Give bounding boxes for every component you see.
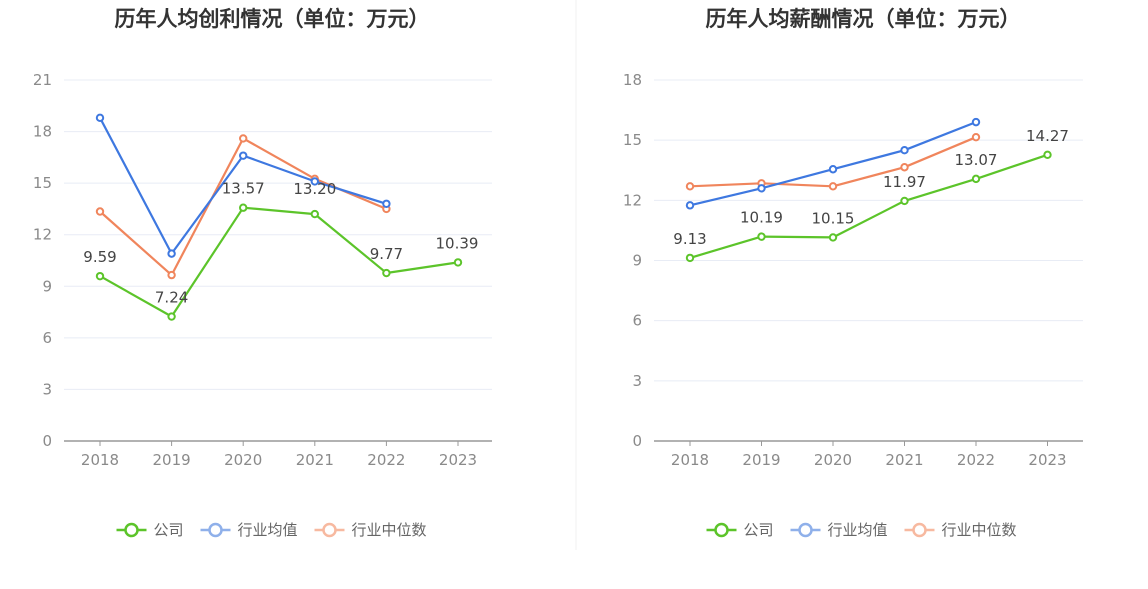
legend-marker bbox=[208, 522, 223, 538]
chart-title: 历年人均薪酬情况（单位：万元） bbox=[706, 7, 1021, 31]
data-point-company[interactable] bbox=[757, 232, 766, 241]
data-point-industry_median[interactable] bbox=[685, 182, 695, 191]
y-tick-label: 15 bbox=[33, 174, 52, 192]
data-point-company[interactable] bbox=[310, 209, 319, 219]
y-tick-label: 9 bbox=[42, 277, 52, 295]
data-point-company[interactable] bbox=[828, 233, 838, 242]
data-point-company[interactable] bbox=[453, 258, 463, 267]
legend-marker bbox=[714, 522, 729, 538]
legend-marker bbox=[798, 522, 813, 538]
x-tick-label: 2019 bbox=[153, 451, 191, 469]
x-tick-label: 2023 bbox=[1028, 451, 1066, 469]
data-label: 9.59 bbox=[83, 248, 116, 266]
y-tick-label: 6 bbox=[42, 329, 52, 347]
data-point-industry_avg[interactable] bbox=[900, 145, 909, 155]
series-line-industry_median bbox=[689, 136, 977, 188]
legend-item-company[interactable]: 公司 bbox=[116, 521, 184, 539]
data-label: 14.27 bbox=[1026, 127, 1069, 145]
data-point-industry_median[interactable] bbox=[239, 134, 248, 143]
legend-item-industry_avg[interactable]: 行业均值 bbox=[790, 521, 888, 539]
data-point-industry_median[interactable] bbox=[167, 270, 176, 280]
data-point-industry_avg[interactable] bbox=[310, 177, 319, 186]
x-tick-label: 2022 bbox=[957, 451, 995, 469]
y-tick-label: 9 bbox=[632, 252, 642, 270]
data-label: 10.15 bbox=[812, 209, 855, 227]
y-tick-label: 15 bbox=[623, 131, 642, 149]
x-tick-label: 2018 bbox=[671, 451, 709, 469]
chart-panel-2: 历年人均薪酬情况（单位：万元） 0 3 6 9 12 15 18 2018 2019 2020 202… bbox=[623, 7, 1083, 539]
legend-item-industry_median[interactable]: 行业中位数 bbox=[904, 521, 1017, 539]
data-label: 10.19 bbox=[740, 209, 783, 227]
data-point-industry_avg[interactable] bbox=[382, 199, 391, 208]
data-point-company[interactable] bbox=[900, 196, 909, 206]
y-tick-label: 12 bbox=[33, 226, 52, 244]
x-tick-label: 2020 bbox=[224, 451, 262, 469]
y-tick-label: 21 bbox=[33, 71, 52, 89]
data-point-industry_median[interactable] bbox=[828, 182, 838, 191]
data-point-company[interactable] bbox=[382, 268, 391, 278]
legend-marker bbox=[322, 522, 337, 538]
data-point-industry_median[interactable] bbox=[95, 207, 105, 216]
data-point-company[interactable] bbox=[971, 174, 981, 184]
data-label: 7.24 bbox=[155, 289, 188, 307]
y-tick-label: 6 bbox=[632, 312, 642, 330]
legend-label: 行业均值 bbox=[238, 521, 298, 539]
data-label: 11.97 bbox=[883, 173, 926, 191]
legend-marker bbox=[124, 522, 139, 538]
data-point-industry_avg[interactable] bbox=[167, 249, 176, 258]
data-label: 10.39 bbox=[436, 234, 479, 252]
x-tick-label: 2023 bbox=[439, 451, 477, 469]
series-line-company bbox=[99, 206, 459, 318]
y-tick-label: 0 bbox=[632, 432, 642, 450]
data-point-industry_avg[interactable] bbox=[685, 201, 695, 210]
y-tick-label: 3 bbox=[42, 380, 52, 398]
data-label: 13.20 bbox=[293, 180, 336, 198]
y-tick-label: 0 bbox=[42, 432, 52, 450]
legend-label: 行业中位数 bbox=[942, 521, 1017, 539]
data-point-company[interactable] bbox=[95, 271, 105, 281]
x-tick-label: 2021 bbox=[885, 451, 923, 469]
legend-item-industry_avg[interactable]: 行业均值 bbox=[200, 521, 298, 539]
data-point-company[interactable] bbox=[167, 312, 176, 321]
x-tick-label: 2020 bbox=[814, 451, 852, 469]
legend-label: 行业均值 bbox=[828, 521, 888, 539]
y-tick-label: 12 bbox=[623, 191, 642, 209]
legend-marker bbox=[912, 522, 927, 538]
data-point-industry_avg[interactable] bbox=[95, 113, 105, 123]
data-point-industry_avg[interactable] bbox=[828, 165, 838, 174]
data-point-industry_avg[interactable] bbox=[757, 184, 766, 193]
y-tick-label: 18 bbox=[623, 71, 642, 89]
data-point-company[interactable] bbox=[1043, 150, 1052, 160]
data-label: 13.57 bbox=[222, 180, 265, 198]
data-point-industry_median[interactable] bbox=[971, 132, 981, 142]
data-label: 13.07 bbox=[955, 151, 998, 169]
x-tick-label: 2022 bbox=[367, 451, 405, 469]
data-point-company[interactable] bbox=[239, 203, 248, 212]
data-label: 9.13 bbox=[673, 230, 706, 248]
x-tick-label: 2021 bbox=[296, 451, 334, 469]
legend-label: 公司 bbox=[744, 521, 774, 539]
x-tick-label: 2018 bbox=[81, 451, 119, 469]
data-label: 9.77 bbox=[370, 245, 403, 263]
series-line-company bbox=[689, 153, 1048, 259]
y-tick-label: 3 bbox=[632, 372, 642, 390]
legend-item-industry_median[interactable]: 行业中位数 bbox=[314, 521, 427, 539]
data-point-industry_median[interactable] bbox=[900, 163, 909, 172]
x-tick-label: 2019 bbox=[742, 451, 780, 469]
chart-title: 历年人均创利情况（单位：万元） bbox=[115, 7, 430, 31]
y-tick-label: 18 bbox=[33, 123, 52, 141]
chart-panel-1: 历年人均创利情况（单位：万元） 0 3 6 9 12 15 18 21 2018 2019 2020 2… bbox=[33, 7, 492, 539]
data-point-industry_avg[interactable] bbox=[971, 117, 981, 127]
data-point-industry_avg[interactable] bbox=[239, 151, 248, 160]
data-point-company[interactable] bbox=[685, 253, 695, 263]
legend-label: 行业中位数 bbox=[352, 521, 427, 539]
legend-label: 公司 bbox=[154, 521, 184, 539]
legend-item-company[interactable]: 公司 bbox=[706, 521, 774, 539]
